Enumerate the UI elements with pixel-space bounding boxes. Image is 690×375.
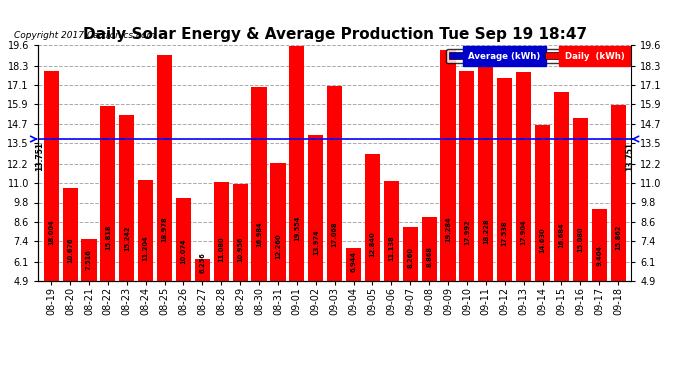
Text: 19.554: 19.554 — [294, 216, 300, 241]
Text: 18.228: 18.228 — [483, 219, 489, 244]
Bar — [100, 106, 115, 281]
Text: 11.080: 11.080 — [218, 236, 224, 261]
Bar — [251, 87, 266, 281]
Title: Daily Solar Energy & Average Production Tue Sep 19 18:47: Daily Solar Energy & Average Production … — [83, 27, 586, 42]
Bar — [81, 239, 97, 281]
Bar — [346, 248, 361, 281]
Bar — [43, 70, 59, 281]
Text: 19.284: 19.284 — [445, 216, 451, 242]
Text: 16.684: 16.684 — [558, 222, 564, 248]
Bar — [195, 260, 210, 281]
Bar — [308, 135, 324, 281]
Bar — [270, 163, 286, 281]
Bar — [478, 67, 493, 281]
Text: 10.676: 10.676 — [67, 237, 73, 262]
Text: 13.751: 13.751 — [35, 141, 44, 171]
Bar — [289, 46, 304, 281]
Text: 13.974: 13.974 — [313, 229, 319, 255]
Text: 13.751: 13.751 — [625, 141, 634, 171]
Bar — [365, 154, 380, 281]
Bar — [422, 217, 437, 281]
Bar — [554, 92, 569, 281]
Text: 17.992: 17.992 — [464, 219, 470, 245]
Bar — [591, 209, 607, 281]
Text: 17.904: 17.904 — [521, 219, 526, 245]
Bar — [535, 125, 550, 281]
Text: 10.956: 10.956 — [237, 236, 243, 262]
Bar — [63, 188, 78, 281]
Text: 16.984: 16.984 — [256, 222, 262, 247]
Text: 9.404: 9.404 — [596, 244, 602, 266]
Bar — [327, 86, 342, 281]
Text: 15.080: 15.080 — [578, 226, 583, 252]
Bar — [403, 227, 418, 281]
Text: 6.944: 6.944 — [351, 251, 357, 272]
Text: 6.256: 6.256 — [199, 252, 206, 273]
Text: Copyright 2017 Cartronics.com: Copyright 2017 Cartronics.com — [14, 31, 155, 40]
Bar — [573, 118, 588, 281]
Bar — [516, 72, 531, 281]
Text: 17.538: 17.538 — [502, 220, 508, 246]
Bar — [440, 50, 455, 281]
Text: 17.068: 17.068 — [332, 222, 337, 247]
Bar — [176, 198, 191, 281]
Text: 12.840: 12.840 — [369, 232, 375, 257]
Bar — [460, 71, 475, 281]
Text: 8.260: 8.260 — [407, 248, 413, 268]
Bar — [138, 180, 153, 281]
Text: 10.074: 10.074 — [181, 238, 186, 264]
Text: 15.818: 15.818 — [105, 225, 111, 250]
Text: 15.862: 15.862 — [615, 225, 621, 250]
Text: 14.630: 14.630 — [540, 227, 546, 253]
Bar — [119, 115, 135, 281]
Bar — [611, 105, 626, 281]
Text: 11.204: 11.204 — [143, 236, 148, 261]
Text: 12.260: 12.260 — [275, 233, 281, 259]
Legend: Average (kWh), Daily  (kWh): Average (kWh), Daily (kWh) — [446, 49, 627, 63]
Text: 11.138: 11.138 — [388, 236, 395, 261]
Text: 8.868: 8.868 — [426, 246, 432, 267]
Text: 18.978: 18.978 — [161, 217, 168, 243]
Bar — [384, 181, 399, 281]
Bar — [233, 184, 248, 281]
Bar — [214, 182, 229, 281]
Text: 18.004: 18.004 — [48, 219, 55, 245]
Bar — [157, 55, 172, 281]
Text: 7.516: 7.516 — [86, 249, 92, 270]
Bar — [497, 78, 512, 281]
Text: 15.242: 15.242 — [124, 226, 130, 252]
